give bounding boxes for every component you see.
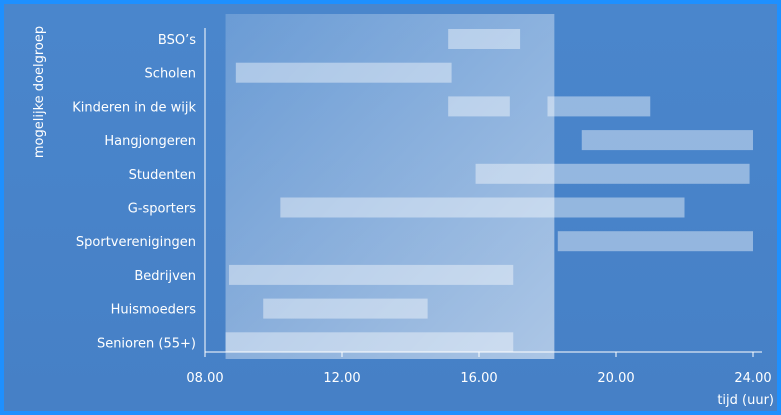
range-bar: [280, 197, 685, 218]
range-bar: [557, 231, 753, 252]
category-label: G-sporters: [128, 202, 197, 217]
y-axis-label: mogelijke doelgroep: [32, 26, 47, 158]
range-bar: [448, 96, 510, 117]
x-tick-label: 12.00: [323, 371, 360, 386]
range-bar: [547, 96, 651, 117]
category-label: Scholen: [145, 67, 196, 82]
highlight-band: [225, 14, 555, 359]
range-bar: [235, 62, 452, 83]
labels-layer: BSO’s Scholen Kinderen in de wijk Hangjonge…: [72, 33, 196, 351]
range-bar: [228, 264, 514, 285]
range-bar: [263, 298, 428, 319]
x-axis-label: tijd (uur): [717, 393, 774, 408]
range-bar: [448, 29, 521, 49]
bars-layer: [225, 29, 753, 353]
category-label: Hangjongeren: [104, 134, 196, 149]
category-label: Senioren (55+): [97, 336, 196, 351]
x-tick-label: 20.00: [597, 371, 634, 386]
range-bar: [475, 163, 750, 184]
x-tick-label: 24.00: [734, 371, 771, 386]
axis-layer: 08.00 12.00 16.00 20.00 24.00: [186, 28, 772, 386]
x-tick-label: 08.00: [186, 371, 223, 386]
category-label: BSO’s: [158, 33, 196, 48]
category-label: Kinderen in de wijk: [72, 100, 196, 115]
category-label: Bedrijven: [134, 269, 196, 284]
range-bar: [225, 332, 514, 353]
category-label: Sportverenigingen: [76, 235, 196, 250]
category-label: Studenten: [129, 168, 196, 183]
highlight-layer: [225, 14, 555, 359]
range-bar: [581, 130, 753, 151]
x-tick-label: 16.00: [460, 371, 497, 386]
category-label: Huismoeders: [111, 303, 197, 318]
